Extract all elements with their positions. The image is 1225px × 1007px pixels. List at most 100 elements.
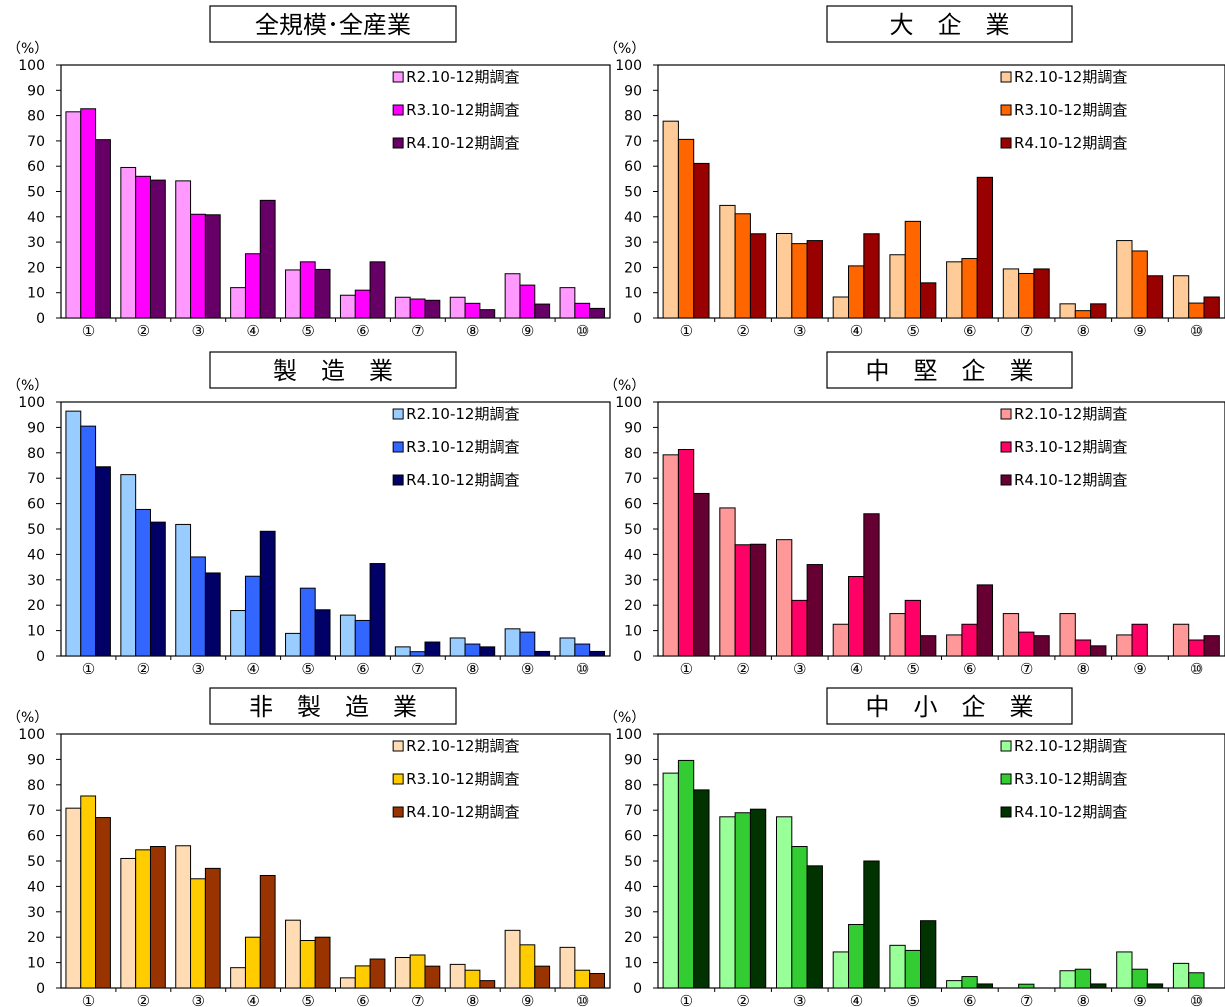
bar — [946, 980, 963, 989]
bar — [314, 609, 331, 657]
y-tick-label: 80 — [27, 446, 45, 462]
y-tick-label: 0 — [36, 649, 45, 665]
bar — [204, 867, 221, 989]
legend-label: R3.10-12期調査 — [1014, 438, 1127, 456]
y-tick-label: 90 — [27, 752, 45, 768]
y-tick-label: 30 — [624, 905, 642, 921]
bar — [961, 258, 978, 319]
legend-swatch — [1000, 104, 1012, 116]
y-tick-label: 0 — [36, 311, 45, 327]
bar — [776, 233, 793, 319]
x-tick-label: ⑨ — [521, 992, 534, 1007]
x-tick-label: ③ — [793, 992, 806, 1007]
legend-swatch — [392, 408, 404, 420]
legend-swatch — [1000, 137, 1012, 149]
x-tick-label: ⑧ — [1077, 992, 1090, 1007]
bar — [149, 521, 166, 657]
chart-panel: 大 企 業 （%） 0 10 20 30 40 50 60 70 80 90 100 ① ② ③ ④ ⑤ ⑥ ⑦ ⑧ ⑨ ⑩… — [604, 5, 1225, 340]
bar — [1131, 623, 1148, 657]
bar — [314, 936, 331, 989]
y-tick-label: 50 — [624, 522, 642, 538]
bar — [776, 816, 793, 989]
bar — [479, 646, 496, 657]
bar — [285, 919, 301, 989]
bar — [889, 613, 906, 657]
legend-swatch — [1000, 474, 1012, 486]
bar — [791, 243, 808, 319]
bar — [693, 789, 710, 989]
y-tick-label: 90 — [624, 83, 642, 99]
legend-swatch — [1000, 441, 1012, 453]
y-tick-label: 40 — [624, 879, 642, 895]
bar — [1146, 275, 1164, 319]
y-tick-label: 90 — [27, 83, 45, 99]
bar — [920, 920, 937, 989]
bar — [449, 637, 466, 657]
bar — [369, 261, 386, 319]
bar — [1074, 639, 1092, 657]
y-tick-label: 20 — [27, 598, 45, 614]
chart-title: 非 製 造 業 — [249, 693, 417, 721]
bar — [285, 269, 301, 319]
y-tick-label: 60 — [624, 829, 642, 845]
bar — [230, 610, 246, 657]
x-tick-label: ④ — [850, 992, 863, 1007]
y-tick-label: 70 — [624, 134, 642, 150]
bar — [449, 963, 466, 989]
y-tick-label: 100 — [18, 395, 45, 411]
chart-title: 製 造 業 — [273, 357, 393, 385]
bar — [1188, 302, 1205, 319]
bar — [662, 772, 679, 989]
bar — [299, 940, 316, 989]
bar — [719, 816, 736, 989]
x-tick-label: ⑤ — [301, 992, 314, 1007]
bar — [863, 233, 880, 319]
bar — [574, 302, 591, 319]
x-tick-label: ⑦ — [411, 322, 424, 340]
chart-panel: 全規模･全産業 （%） 0 10 20 30 40 50 60 70 80 90 100 ① ② ③ ④ ⑤ ⑥ ⑦ ⑧… — [7, 5, 611, 340]
bar — [976, 584, 994, 657]
bar — [1033, 635, 1050, 657]
y-tick-label: 10 — [27, 956, 45, 972]
bar — [848, 265, 865, 319]
x-tick-label: ⑥ — [356, 660, 369, 678]
bar — [135, 508, 151, 657]
y-tick-label: 30 — [27, 905, 45, 921]
bar — [424, 965, 441, 989]
bar — [677, 759, 695, 989]
legend-label: R4.10-12期調査 — [1014, 134, 1127, 152]
legend-swatch — [392, 441, 404, 453]
y-tick-label: 10 — [624, 286, 642, 302]
x-tick-label: ③ — [192, 660, 205, 678]
bar — [120, 474, 137, 657]
bar — [1146, 983, 1164, 989]
chart-title: 中 堅 企 業 — [866, 357, 1034, 385]
x-tick-label: ⑨ — [1133, 992, 1146, 1007]
x-tick-label: ⑨ — [521, 322, 534, 340]
bar — [832, 623, 850, 657]
x-tick-label: ⑥ — [963, 322, 976, 340]
y-tick-label: 70 — [27, 134, 45, 150]
bar — [1172, 623, 1190, 657]
bar — [449, 296, 466, 319]
y-tick-label: 10 — [624, 624, 642, 640]
y-tick-label: 90 — [27, 420, 45, 436]
bar — [920, 282, 937, 319]
bar — [409, 298, 426, 319]
legend-swatch — [1000, 71, 1012, 83]
x-tick-label: ④ — [246, 322, 259, 340]
y-tick-label: 60 — [27, 159, 45, 175]
legend-swatch — [1000, 740, 1012, 752]
x-tick-label: ④ — [246, 992, 259, 1007]
bar — [677, 138, 695, 319]
bar — [1018, 631, 1035, 657]
bar — [95, 466, 111, 657]
bar — [479, 980, 496, 989]
bar — [1131, 968, 1148, 989]
y-tick-label: 30 — [27, 573, 45, 589]
x-tick-label: ④ — [850, 660, 863, 678]
bar — [244, 936, 261, 989]
bar — [662, 120, 679, 319]
bar — [409, 651, 426, 657]
bar — [230, 967, 246, 989]
